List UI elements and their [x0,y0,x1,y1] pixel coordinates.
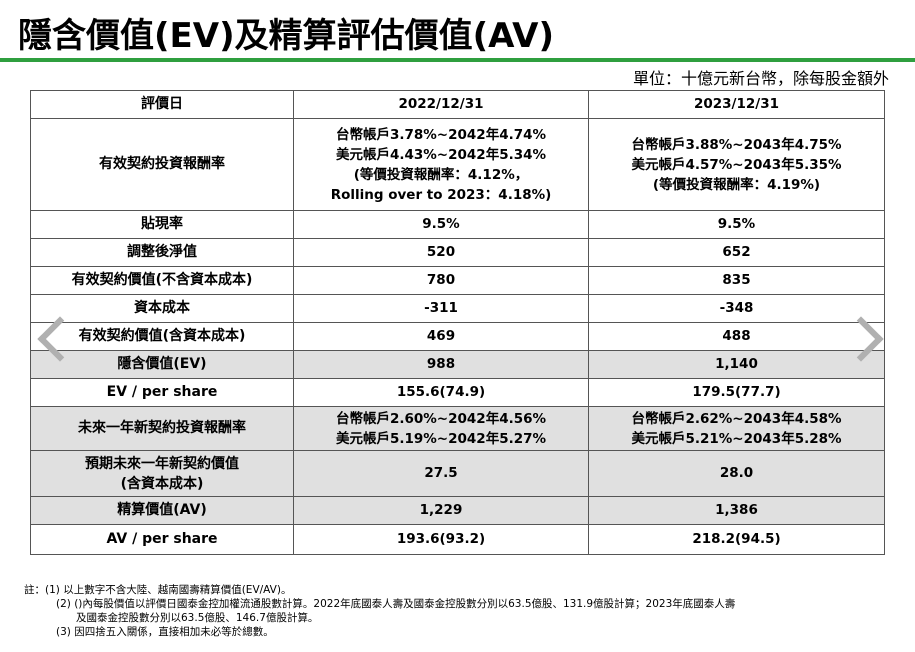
unit-note: 單位：十億元新台幣，除每股金額外 [632,69,889,88]
table-header-row: 評價日 2022/12/31 2023/12/31 [30,90,885,119]
row-col1: -311 [293,294,589,323]
table-row: 有效契約價值(不含資本成本) 780 835 [30,266,885,295]
effective-return-col1-line: (等價投資報酬率：4.12%， [353,166,529,183]
footnote-line: 註：(1) 以上數字不含大陸、越南國壽精算價值(EV/AV)。 [24,584,292,596]
row-col2: 1,140 [588,350,885,379]
footnote-line: (3) 因四捨五入關係，直接相加未必等於總數。 [56,626,274,638]
effective-return-col1-line: Rolling over to 2023：4.18%) [330,186,552,203]
row-col2: 9.5% [588,210,885,239]
row-col1: 469 [293,322,589,351]
new-business-return-col1-line: 台幣帳戶2.60%~2042年4.56% [335,410,547,427]
table-row: 有效契約價值(含資本成本) 469 488 [30,322,885,351]
effective-return-col2-line: 美元帳戶4.57%~2043年5.35% [631,156,842,173]
effective-return-col1-line: 美元帳戶4.43%~2042年5.34% [335,146,547,163]
row-label: 調整後淨值 [30,238,294,267]
av-col1: 1,229 [293,496,589,525]
row-col1: 155.6(74.9) [293,378,589,407]
av-per-share-col2: 218.2(94.5) [588,524,885,555]
header-col1: 2022/12/31 [293,90,589,119]
new-business-value-col2: 28.0 [588,450,885,497]
effective-return-col1-line: 台幣帳戶3.78%~2042年4.74% [335,126,547,143]
row-label: EV / per share [30,378,294,407]
table-row: EV / per share 155.6(74.9) 179.5(77.7) [30,378,885,407]
row-col2: 179.5(77.7) [588,378,885,407]
new-business-value-col1: 27.5 [293,450,589,497]
new-business-value-label-line: (含資本成本) [120,475,204,492]
av-per-share-label: AV / per share [30,524,294,555]
footnotes: 註：(1) 以上數字不含大陸、越南國壽精算價值(EV/AV)。 (2) ()內每… [24,583,735,639]
row-label: 隱含價值(EV) [30,350,294,379]
header-label: 評價日 [30,90,294,119]
table-row: 調整後淨值 520 652 [30,238,885,267]
new-business-return-col1: 台幣帳戶2.60%~2042年4.56% 美元帳戶5.19%~2042年5.27… [293,406,589,451]
effective-return-col1: 台幣帳戶3.78%~2042年4.74% 美元帳戶4.43%~2042年5.34… [293,118,589,211]
av-per-share-row: AV / per share 193.6(93.2) 218.2(94.5) [30,524,885,555]
row-col1: 520 [293,238,589,267]
header-col2: 2023/12/31 [588,90,885,119]
footnote-line: (2) ()內每股價值以評價日國泰金控加權流通股數計算。2022年底國泰人壽及國… [56,598,736,610]
row-col2: -348 [588,294,885,323]
row-col2: 488 [588,322,885,351]
new-business-return-row: 未來一年新契約投資報酬率 台幣帳戶2.60%~2042年4.56% 美元帳戶5.… [30,406,885,451]
av-per-share-col1: 193.6(93.2) [293,524,589,555]
effective-return-row: 有效契約投資報酬率 台幣帳戶3.78%~2042年4.74% 美元帳戶4.43%… [30,118,885,211]
page-title: 隱含價值(EV)及精算評估價值(AV) [18,16,555,56]
ev-row: 隱含價值(EV) 988 1,140 [30,350,885,379]
new-business-value-label: 預期未來一年新契約價值 (含資本成本) [30,450,294,497]
av-label: 精算價值(AV) [30,496,294,525]
new-business-return-col2: 台幣帳戶2.62%~2043年4.58% 美元帳戶5.21%~2043年5.28… [588,406,885,451]
effective-return-col2: 台幣帳戶3.88%~2043年4.75% 美元帳戶4.57%~2043年5.35… [588,118,885,211]
new-business-value-label-line: 預期未來一年新契約價值 [85,455,239,472]
footnote-line: 及國泰金控股數分別以63.5億股、146.7億股計算。 [76,612,319,624]
av-row: 精算價值(AV) 1,229 1,386 [30,496,885,525]
effective-return-col2-line: (等價投資報酬率：4.19%) [652,176,821,193]
row-col2: 835 [588,266,885,295]
valuation-table: 評價日 2022/12/31 2023/12/31 有效契約投資報酬率 台幣帳戶… [30,90,885,555]
row-col1: 780 [293,266,589,295]
new-business-value-row: 預期未來一年新契約價值 (含資本成本) 27.5 28.0 [30,450,885,497]
new-business-return-label: 未來一年新契約投資報酬率 [30,406,294,451]
new-business-return-col2-line: 美元帳戶5.21%~2043年5.28% [631,430,842,447]
row-label: 貼現率 [30,210,294,239]
table-row: 資本成本 -311 -348 [30,294,885,323]
table-row: 貼現率 9.5% 9.5% [30,210,885,239]
row-label: 有效契約價值(不含資本成本) [30,266,294,295]
effective-return-label: 有效契約投資報酬率 [30,118,294,211]
row-col1: 9.5% [293,210,589,239]
new-business-return-col1-line: 美元帳戶5.19%~2042年5.27% [335,430,547,447]
row-label: 有效契約價值(含資本成本) [30,322,294,351]
av-col2: 1,386 [588,496,885,525]
title-underline [0,58,915,62]
row-col2: 652 [588,238,885,267]
row-label: 資本成本 [30,294,294,323]
row-col1: 988 [293,350,589,379]
effective-return-col2-line: 台幣帳戶3.88%~2043年4.75% [631,136,842,153]
new-business-return-col2-line: 台幣帳戶2.62%~2043年4.58% [631,410,842,427]
